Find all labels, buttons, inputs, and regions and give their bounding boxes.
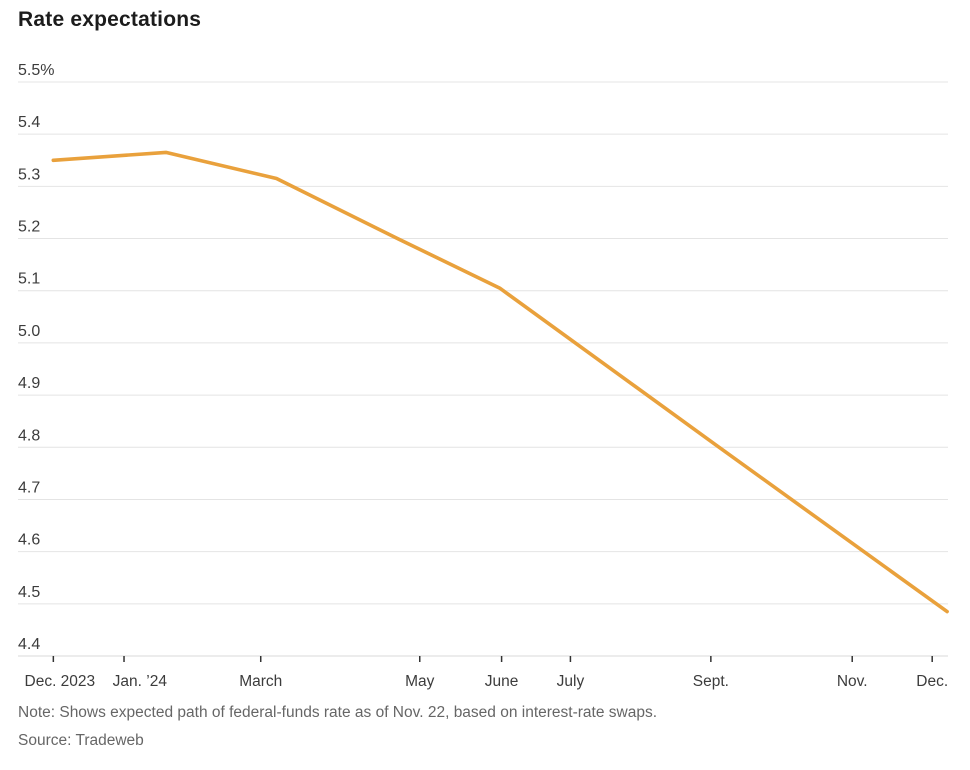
- chart-source: Source: Tradeweb: [18, 732, 144, 749]
- x-axis-label: Dec. 2023: [25, 673, 96, 690]
- x-axis-label: July: [557, 673, 585, 690]
- y-axis-label: 5.3: [18, 166, 40, 183]
- chart-title: Rate expectations: [18, 8, 202, 31]
- y-axis-label: 4.6: [18, 532, 40, 549]
- y-axis-label: 5.5%: [18, 62, 54, 79]
- x-axis-label: Jan. ’24: [113, 673, 168, 690]
- x-axis-label: Nov.: [837, 673, 868, 690]
- y-axis-label: 4.8: [18, 427, 40, 444]
- chart-note: Note: Shows expected path of federal-fun…: [18, 704, 658, 721]
- y-axis-label: 5.2: [18, 219, 40, 236]
- y-axis-label: 5.4: [18, 114, 40, 131]
- x-axis-label: March: [239, 673, 282, 690]
- rate-expectations-chart: 5.5% 5.4 5.3 5.2 5.1 5.0 4.9 4.8 4.7 4.6 4.5 4.4 Dec…: [18, 62, 949, 690]
- x-axis-label: Dec.: [916, 673, 948, 690]
- y-axis-label: 5.1: [18, 271, 40, 288]
- y-axis-label: 5.0: [18, 323, 40, 340]
- y-axis-label: 4.5: [18, 584, 40, 601]
- x-axis-label: June: [485, 673, 519, 690]
- rate-line: [51, 150, 949, 614]
- y-axis-label: 4.7: [18, 479, 40, 496]
- y-axis-label: 4.4: [18, 636, 40, 653]
- x-axis-label: May: [405, 673, 435, 690]
- x-axis-label: Sept.: [693, 673, 729, 690]
- y-axis-label: 4.9: [18, 375, 40, 392]
